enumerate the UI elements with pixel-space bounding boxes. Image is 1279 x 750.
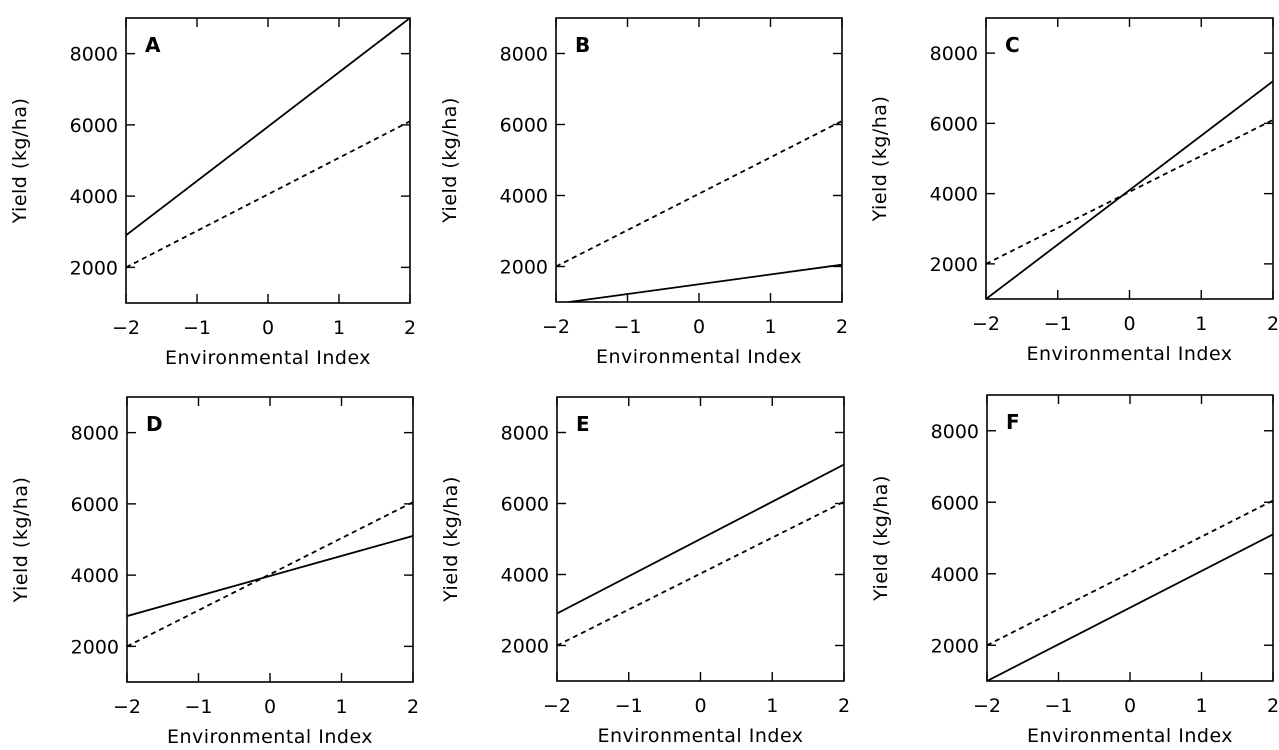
chart-panel-e: −2 −1 0 1 2 2000 4000 6000 8000 Environmental Ind… xyxy=(440,396,850,747)
x-tick-label: 2 xyxy=(836,316,848,338)
y-tick-label: 4000 xyxy=(70,186,118,208)
y-axis-label: Yield (kg/ha) xyxy=(870,475,892,602)
y-axis-label: Yield (kg/ha) xyxy=(10,477,32,604)
x-axis-label: Environmental Index xyxy=(597,725,803,747)
series-line-solid xyxy=(562,263,842,302)
x-tick-label: 0 xyxy=(693,316,705,338)
chart-panel-d: −2 −1 0 1 2 2000 4000 6000 8000 Environmental Ind… xyxy=(10,396,419,748)
y-tick-label: 6000 xyxy=(501,494,549,516)
series-line-solid xyxy=(126,18,410,237)
panel-letter: D xyxy=(146,412,163,436)
chart-panel-a: −2 −1 0 1 2 2000 4000 6000 8000 Environmental Ind… xyxy=(9,17,416,369)
series-line-solid xyxy=(557,463,844,615)
series-line-dashed xyxy=(127,501,413,648)
y-tick-label: 4000 xyxy=(500,186,548,208)
panel-letter: B xyxy=(575,33,590,57)
series-line-dashed xyxy=(987,499,1273,647)
plot-frame xyxy=(985,17,1274,300)
series-line-dashed xyxy=(556,120,842,268)
x-tick-label: −2 xyxy=(973,695,1001,717)
x-tick-label: 1 xyxy=(1195,313,1207,335)
y-tick-label: 2000 xyxy=(71,636,119,658)
x-tick-label: −2 xyxy=(972,313,1000,335)
panel-letter: E xyxy=(576,412,590,436)
y-tick-label: 4000 xyxy=(931,564,979,586)
chart-panel-f: −2 −1 0 1 2 2000 4000 6000 8000 Environmental Ind… xyxy=(870,394,1279,747)
x-tick-label: 2 xyxy=(1267,313,1279,335)
y-tick-label: 2000 xyxy=(70,257,118,279)
series-line-dashed xyxy=(986,119,1273,265)
x-tick-label: 2 xyxy=(404,317,416,339)
panel-letter: C xyxy=(1005,33,1020,57)
x-axis-label: Environmental Index xyxy=(167,726,373,748)
y-tick-label: 8000 xyxy=(930,43,978,65)
x-axis-label: Environmental Index xyxy=(596,346,802,368)
y-tick-label: 8000 xyxy=(71,423,119,445)
x-tick-label: 2 xyxy=(838,695,850,717)
y-tick-label: 8000 xyxy=(501,423,549,445)
x-tick-label: 0 xyxy=(1124,695,1136,717)
series-line-solid xyxy=(127,535,413,617)
x-tick-label: 2 xyxy=(1267,695,1279,717)
x-tick-label: 0 xyxy=(262,317,274,339)
y-tick-label: 6000 xyxy=(70,115,118,137)
y-axis-label: Yield (kg/ha) xyxy=(439,97,461,224)
y-tick-label: 6000 xyxy=(930,113,978,135)
y-axis-label: Yield (kg/ha) xyxy=(440,476,462,603)
y-tick-label: 8000 xyxy=(931,421,979,443)
y-axis-label: Yield (kg/ha) xyxy=(869,96,891,223)
x-tick-label: −2 xyxy=(113,696,141,718)
x-tick-label: 0 xyxy=(1123,313,1135,335)
y-tick-label: 8000 xyxy=(500,44,548,66)
x-axis-label: Environmental Index xyxy=(1026,343,1232,365)
x-tick-label: −1 xyxy=(1044,313,1072,335)
y-tick-label: 4000 xyxy=(71,565,119,587)
x-tick-label: −1 xyxy=(183,317,211,339)
plot-frame xyxy=(125,17,411,304)
x-tick-label: −1 xyxy=(615,695,643,717)
x-tick-label: 1 xyxy=(766,695,778,717)
x-tick-label: 0 xyxy=(694,695,706,717)
x-tick-label: −2 xyxy=(543,695,571,717)
y-tick-label: 4000 xyxy=(930,184,978,206)
plot-frame xyxy=(986,394,1274,682)
y-tick-label: 6000 xyxy=(71,494,119,516)
series-line-solid xyxy=(987,533,1273,681)
series-line-dashed xyxy=(557,500,844,647)
x-tick-label: −2 xyxy=(542,316,570,338)
y-tick-label: 2000 xyxy=(930,254,978,276)
y-tick-label: 6000 xyxy=(931,492,979,514)
y-tick-label: 2000 xyxy=(931,635,979,657)
series-line-dashed xyxy=(126,120,410,269)
x-tick-label: 1 xyxy=(335,696,347,718)
series-line-solid xyxy=(986,80,1273,299)
panel-letter: A xyxy=(145,33,161,57)
plot-frame xyxy=(126,396,414,683)
y-tick-label: 2000 xyxy=(501,636,549,658)
y-tick-label: 8000 xyxy=(70,44,118,66)
x-tick-label: 1 xyxy=(764,316,776,338)
x-tick-label: 1 xyxy=(333,317,345,339)
x-axis-label: Environmental Index xyxy=(1027,725,1233,747)
y-tick-label: 4000 xyxy=(501,565,549,587)
plot-frame xyxy=(555,17,843,303)
panel-letter: F xyxy=(1006,410,1020,434)
x-tick-label: −2 xyxy=(112,317,140,339)
x-tick-label: 0 xyxy=(264,696,276,718)
x-tick-label: −1 xyxy=(1044,695,1072,717)
x-tick-label: 2 xyxy=(407,696,419,718)
y-tick-label: 6000 xyxy=(500,115,548,137)
y-axis-label: Yield (kg/ha) xyxy=(9,98,31,225)
chart-panel-c: −2 −1 0 1 2 2000 4000 6000 8000 Environmental Ind… xyxy=(869,17,1279,365)
x-tick-label: −1 xyxy=(184,696,212,718)
y-tick-label: 2000 xyxy=(500,257,548,279)
x-tick-label: 1 xyxy=(1195,695,1207,717)
chart-panel-b: −2 −1 0 1 2 2000 4000 6000 8000 Environmental Ind… xyxy=(439,17,848,368)
x-axis-label: Environmental Index xyxy=(165,347,371,369)
x-tick-label: −1 xyxy=(613,316,641,338)
